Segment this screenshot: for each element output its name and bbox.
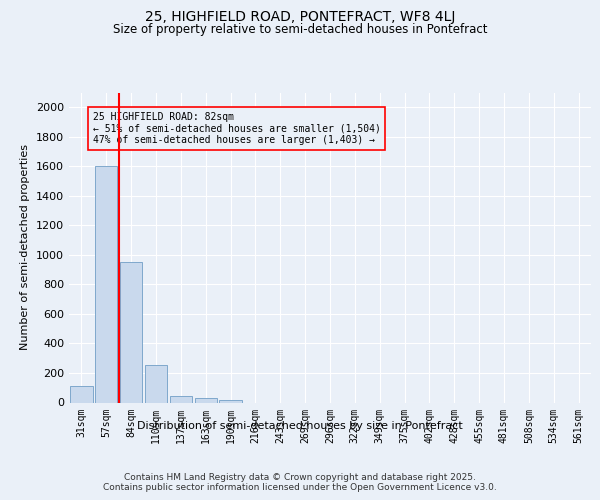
Bar	[120, 262, 142, 402]
Text: Size of property relative to semi-detached houses in Pontefract: Size of property relative to semi-detach…	[113, 22, 487, 36]
Bar	[95, 166, 118, 402]
Text: Contains HM Land Registry data © Crown copyright and database right 2025.
Contai: Contains HM Land Registry data © Crown c…	[103, 472, 497, 492]
Text: 25, HIGHFIELD ROAD, PONTEFRACT, WF8 4LJ: 25, HIGHFIELD ROAD, PONTEFRACT, WF8 4LJ	[145, 10, 455, 24]
Text: Distribution of semi-detached houses by size in Pontefract: Distribution of semi-detached houses by …	[137, 421, 463, 431]
Bar	[145, 365, 167, 403]
Bar	[194, 398, 217, 402]
Y-axis label: Number of semi-detached properties: Number of semi-detached properties	[20, 144, 31, 350]
Text: 25 HIGHFIELD ROAD: 82sqm
← 51% of semi-detached houses are smaller (1,504)
47% o: 25 HIGHFIELD ROAD: 82sqm ← 51% of semi-d…	[92, 112, 380, 145]
Bar	[170, 396, 192, 402]
Bar	[70, 386, 92, 402]
Bar	[220, 400, 242, 402]
